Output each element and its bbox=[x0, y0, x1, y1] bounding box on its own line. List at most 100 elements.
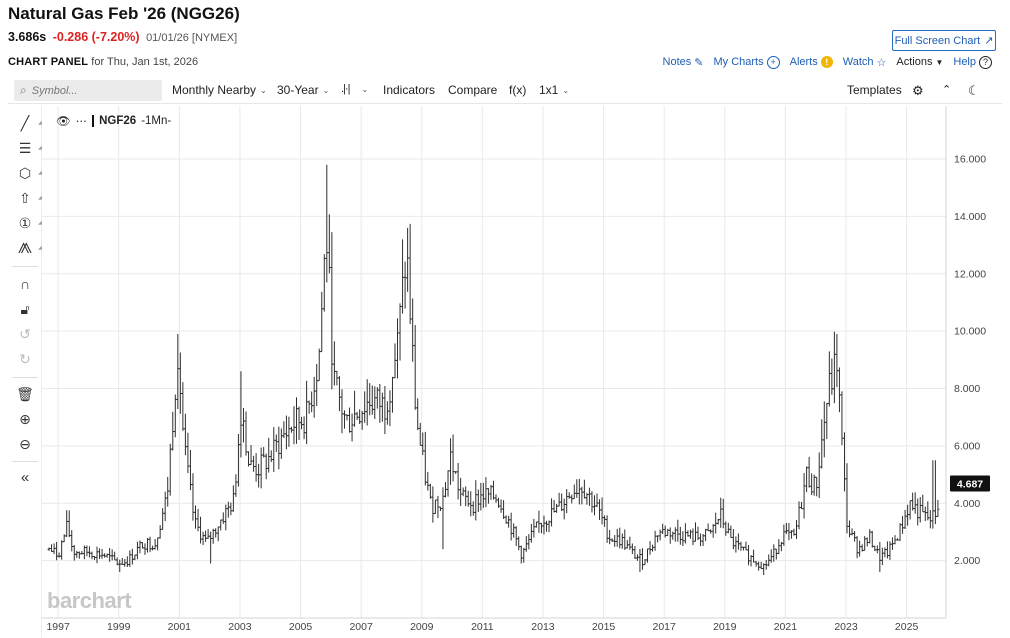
chart-panel-label: CHART PANEL for Thu, Jan 1st, 2026 bbox=[8, 56, 198, 68]
x-tick-label: 2023 bbox=[834, 621, 858, 633]
range-label: 30-Year bbox=[277, 83, 319, 97]
x-tick-label: 2025 bbox=[895, 621, 919, 633]
x-tick-label: 2009 bbox=[410, 621, 434, 633]
quote-line: 3.686s -0.286 (-7.20%) 01/01/26 [NYMEX] bbox=[8, 30, 237, 44]
x-tick-label: 2017 bbox=[653, 621, 677, 633]
x-tick-label: 1997 bbox=[46, 621, 70, 633]
chevron-down-icon: ⌄ bbox=[260, 85, 267, 95]
submenu-arrow-icon: ◢ bbox=[38, 220, 42, 226]
drawing-tools-rail: ╱ ◢ ☰ ◢ ⬡ ◢ ⇧ ◢ ① ◢ ⨇ ◢ ∩ 🔓︎ ↺ ↻ 🗑︎ ⊕ ⊖ « bbox=[8, 106, 42, 638]
collapse-rail-icon[interactable]: « bbox=[20, 468, 30, 486]
actions-label: Actions bbox=[896, 56, 933, 68]
plus-circle-icon: + bbox=[766, 55, 780, 69]
trash-icon[interactable]: 🗑︎ bbox=[16, 385, 34, 402]
magnet-icon[interactable]: ∩ bbox=[19, 276, 31, 292]
zoom-in-icon[interactable]: ⊕ bbox=[19, 410, 31, 427]
templates-button[interactable]: Templates bbox=[847, 83, 902, 97]
shape-tool-icon[interactable]: ⬡ bbox=[18, 164, 32, 181]
y-tick-label: 14.000 bbox=[954, 211, 986, 223]
star-icon: ☆ bbox=[876, 56, 887, 69]
chart-legend: 👁︎ ⋯ NGF26 -1Mn- bbox=[56, 114, 171, 128]
help-label: Help bbox=[953, 56, 976, 68]
legend-marker bbox=[92, 115, 95, 127]
rail-divider bbox=[12, 461, 38, 462]
quote-date: 01/01/26 [NYMEX] bbox=[146, 32, 238, 44]
unlock-icon[interactable]: 🔓︎ bbox=[20, 300, 30, 317]
notes-label: Notes bbox=[662, 56, 692, 68]
period-label: Monthly Nearby bbox=[172, 83, 257, 97]
caret-down-icon: ▼ bbox=[935, 57, 944, 67]
indicators-button[interactable]: Indicators bbox=[383, 83, 436, 97]
x-tick-label: 2003 bbox=[228, 621, 252, 633]
collapse-chevrons-icon[interactable]: ⌃ bbox=[942, 84, 952, 96]
function-button[interactable]: f(x) bbox=[509, 83, 527, 97]
dark-mode-moon-icon[interactable]: ☾ bbox=[968, 83, 980, 98]
redo-icon[interactable]: ↻ bbox=[19, 350, 31, 367]
settings-gear-icon[interactable]: ⚙ bbox=[912, 83, 924, 98]
arrow-up-tool-icon[interactable]: ⇧ bbox=[19, 189, 31, 206]
fib-lines-tool-icon[interactable]: ☰ bbox=[18, 139, 32, 156]
annotation-tool-icon[interactable]: ① bbox=[18, 214, 32, 231]
page-title: Natural Gas Feb '26 (NGG26) bbox=[8, 4, 240, 23]
range-dropdown[interactable]: 30-Year ⌄ bbox=[277, 83, 329, 97]
header-links: Notes ✎ My Charts + Alerts! Watch ☆ Actions… bbox=[663, 54, 992, 70]
x-tick-label: 2021 bbox=[774, 621, 798, 633]
last-value-badge bbox=[950, 475, 990, 492]
submenu-arrow-icon: ◢ bbox=[38, 145, 42, 151]
y-tick-label: 12.000 bbox=[954, 268, 986, 280]
chart-toolbar: ⌕ Monthly Nearby⌄ 30-Year⌄ .|·|⌄ Indicat… bbox=[8, 78, 1002, 104]
x-tick-label: 2011 bbox=[471, 621, 494, 633]
notes-link[interactable]: Notes ✎ bbox=[663, 56, 704, 69]
chevron-down-icon: ⌄ bbox=[322, 85, 330, 95]
ohlc-bars-icon: .|·| bbox=[341, 83, 350, 95]
y-tick-label: 6.000 bbox=[954, 440, 980, 452]
last-value-label: 4.687 bbox=[957, 479, 983, 491]
y-tick-label: 2.000 bbox=[954, 555, 980, 567]
chart-panel-date: for Thu, Jan 1st, 2026 bbox=[91, 56, 199, 68]
price-chart[interactable]: 1997 1999 2001 2003 2005 2007 2009 2011 2013 2015… bbox=[42, 106, 1002, 638]
symbol-search-input[interactable] bbox=[31, 84, 142, 97]
submenu-arrow-icon: ◢ bbox=[38, 170, 42, 176]
period-dropdown[interactable]: Monthly Nearby ⌄ bbox=[172, 83, 267, 97]
alerts-link[interactable]: Alerts! bbox=[790, 56, 833, 68]
y-tick-label: 8.000 bbox=[954, 383, 980, 395]
rail-divider bbox=[12, 266, 38, 267]
undo-icon[interactable]: ↺ bbox=[19, 325, 31, 342]
expand-icon: ↗ bbox=[984, 35, 994, 47]
chart-panel-title: CHART PANEL bbox=[8, 56, 89, 68]
more-options-icon[interactable]: ⋯ bbox=[75, 116, 88, 128]
symbol-search[interactable]: ⌕ bbox=[14, 80, 162, 101]
actions-menu[interactable]: Actions ▼ bbox=[896, 56, 943, 68]
bar-type-dropdown[interactable]: .|·| ⌄ bbox=[341, 83, 368, 95]
x-tick-label: 2019 bbox=[713, 621, 737, 633]
chevron-down-icon: ⌄ bbox=[562, 85, 570, 95]
last-price: 3.686s bbox=[8, 30, 47, 44]
full-screen-chart-button[interactable]: Full Screen Chart ↗ bbox=[892, 30, 996, 51]
layout-dropdown[interactable]: 1x1 ⌄ bbox=[539, 83, 569, 97]
compare-button[interactable]: Compare bbox=[448, 83, 498, 97]
y-tick-label: 16.000 bbox=[954, 154, 986, 166]
visibility-eye-icon[interactable]: 👁︎ bbox=[56, 116, 71, 128]
watch-link[interactable]: Watch ☆ bbox=[843, 56, 887, 69]
layout-label: 1x1 bbox=[539, 83, 559, 97]
help-icon: ? bbox=[979, 55, 992, 69]
barchart-watermark: barchart bbox=[47, 588, 132, 613]
full-screen-chart-label: Full Screen Chart bbox=[894, 34, 981, 47]
x-tick-label: 2001 bbox=[168, 621, 192, 633]
my-charts-link[interactable]: My Charts + bbox=[713, 55, 780, 69]
trend-line-tool-icon[interactable]: ╱ bbox=[20, 114, 30, 131]
alert-icon: ! bbox=[820, 56, 833, 68]
price-change: -0.286 (-7.20%) bbox=[52, 30, 140, 44]
x-tick-label: 2015 bbox=[592, 621, 616, 633]
submenu-arrow-icon: ◢ bbox=[38, 245, 42, 251]
zoom-out-icon[interactable]: ⊖ bbox=[19, 435, 31, 452]
x-tick-label: 2007 bbox=[349, 621, 373, 633]
edit-icon: ✎ bbox=[694, 56, 704, 69]
x-tick-label: 2013 bbox=[531, 621, 555, 633]
legend-interval: -1Mn- bbox=[141, 115, 172, 127]
help-link[interactable]: Help? bbox=[953, 55, 992, 69]
x-tick-label: 2005 bbox=[289, 621, 313, 633]
search-icon: ⌕ bbox=[20, 83, 27, 97]
measure-tool-icon[interactable]: ⨇ bbox=[18, 239, 32, 256]
